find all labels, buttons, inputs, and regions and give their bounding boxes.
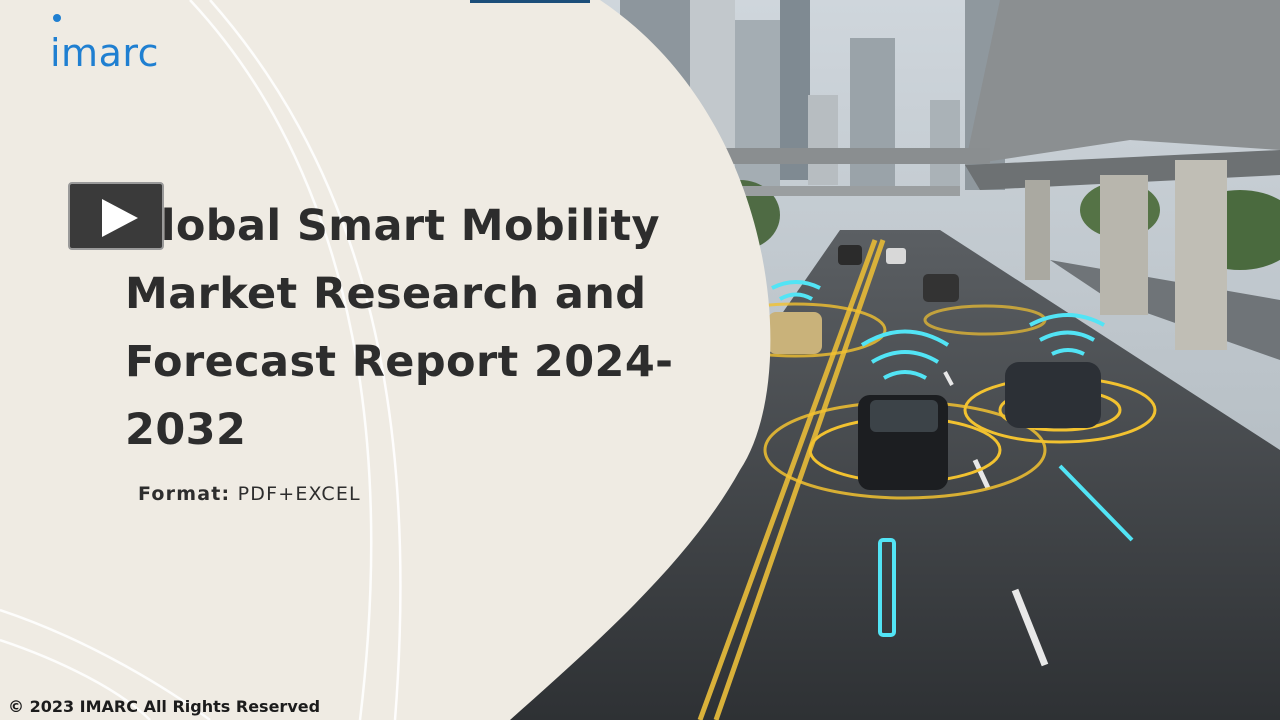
format-label: Format: (138, 483, 231, 505)
slide-title: Global Smart Mobility Market Research an… (125, 201, 674, 455)
play-button[interactable] (68, 182, 164, 250)
play-icon (102, 199, 138, 237)
format-value: PDF+EXCEL (237, 483, 361, 505)
imarc-logo[interactable]: imarc (50, 12, 159, 72)
format-line: Format: PDF+EXCEL (138, 483, 361, 505)
copyright-footer: © 2023 IMARC All Rights Reserved (8, 697, 321, 716)
logo-dot-icon (53, 14, 61, 22)
logo-text: imarc (50, 31, 160, 75)
